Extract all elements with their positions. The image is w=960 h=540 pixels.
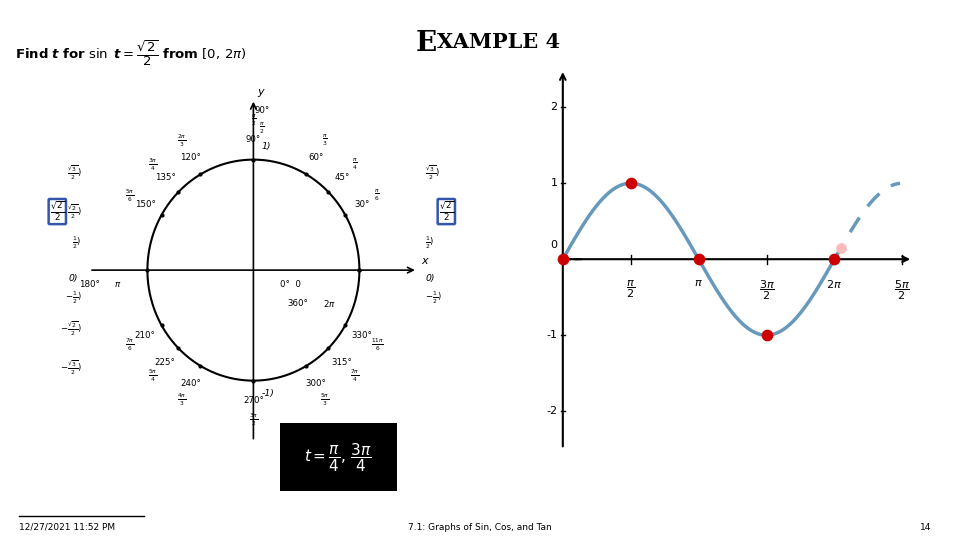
Text: 210°: 210° [134,331,156,340]
Text: $2\pi$: $2\pi$ [324,298,336,309]
Text: $\frac{7\pi}{4}$: $\frac{7\pi}{4}$ [349,367,359,384]
Text: -2: -2 [546,406,558,416]
Text: $\frac{\pi}{6}$: $\frac{\pi}{6}$ [374,188,380,203]
Text: 0: 0 [551,240,558,250]
Text: $\frac{\pi}{2}$: $\frac{\pi}{2}$ [259,121,265,136]
Text: $\frac{\sqrt{3}}{2}$): $\frac{\sqrt{3}}{2}$) [425,164,440,182]
Text: $\frac{3\pi}{2}$: $\frac{3\pi}{2}$ [249,411,258,428]
Text: $\frac{1}{2}$): $\frac{1}{2}$) [425,234,435,251]
Point [758,331,774,340]
Text: -1): -1) [262,389,275,399]
Text: 1): 1) [262,142,272,151]
Text: $\frac{4\pi}{3}$: $\frac{4\pi}{3}$ [178,391,186,408]
Point [623,179,638,187]
Text: $\dfrac{5\pi}{2}$: $\dfrac{5\pi}{2}$ [895,278,910,302]
Text: $\dfrac{3\pi}{2}$: $\dfrac{3\pi}{2}$ [758,278,775,302]
Text: 30°: 30° [354,200,370,210]
Text: $\frac{\sqrt{2}}{2}$: $\frac{\sqrt{2}}{2}$ [439,200,454,223]
Text: 300°: 300° [305,379,326,388]
Text: 120°: 120° [180,153,202,161]
Text: 180°: 180° [79,280,100,289]
Text: E: E [416,30,437,57]
Text: 2: 2 [550,102,558,112]
Text: $\frac{\pi}{3}$: $\frac{\pi}{3}$ [323,133,327,148]
Text: 330°: 330° [351,331,372,340]
Text: $\frac{2\pi}{3}$: $\frac{2\pi}{3}$ [178,133,186,149]
Text: $\frac{\pi}{2}$: $\frac{\pi}{2}$ [251,113,256,129]
Text: $\frac{\pi}{4}$: $\frac{\pi}{4}$ [351,157,357,172]
Text: $\mathbf{Find}\ \boldsymbol{t}\ \mathbf{for}\ \mathbf{\sin}\ \boldsymbol{t} = \d: $\mathbf{Find}\ \boldsymbol{t}\ \mathbf{… [15,38,247,68]
Text: $\frac{\sqrt{2}}{2}$): $\frac{\sqrt{2}}{2}$) [67,202,82,221]
Text: $\frac{7\pi}{6}$: $\frac{7\pi}{6}$ [125,336,134,353]
Point [555,255,570,264]
Text: 90°: 90° [254,106,270,116]
Text: 90°: 90° [246,135,261,144]
Text: $\frac{3\pi}{4}$: $\frac{3\pi}{4}$ [148,157,156,173]
Text: $\frac{\sqrt{3}}{2}$): $\frac{\sqrt{3}}{2}$) [67,164,82,182]
Text: 225°: 225° [155,358,176,367]
Text: 7.1: Graphs of Sin, Cos, and Tan: 7.1: Graphs of Sin, Cos, and Tan [408,523,552,532]
Text: 1: 1 [551,178,558,188]
Point [833,244,849,252]
Text: x: x [420,256,427,266]
Text: 315°: 315° [331,358,352,367]
Text: $t = \dfrac{\pi}{4},\,\dfrac{3\pi}{4}$: $t = \dfrac{\pi}{4},\,\dfrac{3\pi}{4}$ [304,442,372,474]
Point [691,255,707,264]
Text: $-\frac{1}{2}$): $-\frac{1}{2}$) [425,289,442,306]
Text: $\dfrac{\pi}{2}$: $\dfrac{\pi}{2}$ [626,278,636,300]
Text: $\frac{5\pi}{3}$: $\frac{5\pi}{3}$ [321,391,329,408]
Point [827,255,842,264]
Text: $-\frac{\sqrt{2}}{2}$): $-\frac{\sqrt{2}}{2}$) [60,320,82,338]
Text: 150°: 150° [134,200,156,210]
Text: $\frac{1}{2}$): $\frac{1}{2}$) [72,234,82,251]
Text: 0): 0) [69,274,79,284]
FancyBboxPatch shape [280,423,396,491]
Text: 14: 14 [920,523,931,532]
Text: $-\frac{1}{2}$): $-\frac{1}{2}$) [65,289,82,306]
Text: $\pi$: $\pi$ [114,280,121,289]
Text: $-\frac{\sqrt{3}}{2}$): $-\frac{\sqrt{3}}{2}$) [60,358,82,376]
Text: 360°: 360° [287,299,308,308]
Text: $\frac{\sqrt{2}}{2}$: $\frac{\sqrt{2}}{2}$ [50,200,65,223]
Text: -1: -1 [546,330,558,340]
Text: 0°  0: 0° 0 [280,280,300,289]
Text: $\frac{5\pi}{6}$: $\frac{5\pi}{6}$ [125,187,134,204]
Text: XAMPLE 4: XAMPLE 4 [437,32,560,52]
Text: 240°: 240° [180,379,202,388]
Text: 60°: 60° [308,153,324,161]
Text: 0): 0) [425,274,435,284]
Text: $2\pi$: $2\pi$ [827,278,842,290]
Text: 270°: 270° [243,396,264,405]
Text: y: y [257,86,264,97]
Text: 12/27/2021 11:52 PM: 12/27/2021 11:52 PM [19,523,115,532]
Text: $\pi$: $\pi$ [694,278,703,288]
Text: $\frac{5\pi}{4}$: $\frac{5\pi}{4}$ [148,367,156,384]
Text: 45°: 45° [334,173,349,183]
Text: $\frac{11\pi}{6}$: $\frac{11\pi}{6}$ [371,336,384,353]
Text: 135°: 135° [155,173,176,183]
